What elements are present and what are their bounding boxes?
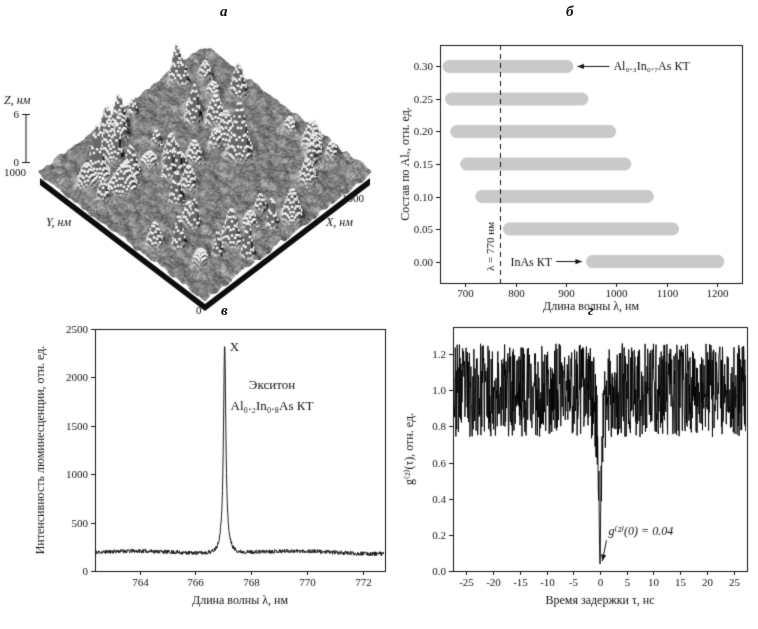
composition-wavelength-bar-chart <box>395 20 758 315</box>
g2-correlation-chart <box>395 315 758 629</box>
panel-b-label: б <box>566 4 574 20</box>
panel-a-label: а <box>220 4 228 20</box>
pl-spectrum-chart <box>0 315 400 629</box>
afm-3d-surface-plot <box>0 18 394 320</box>
